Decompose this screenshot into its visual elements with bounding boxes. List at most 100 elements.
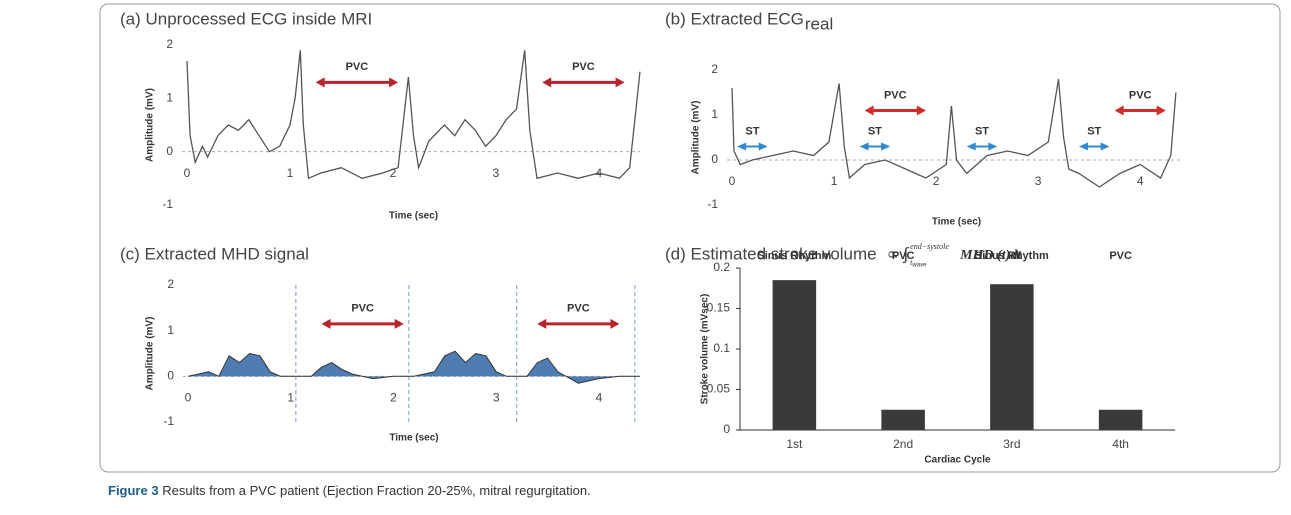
x-tick-label: 2 [390, 166, 397, 180]
y-tick-label: 0.15 [707, 301, 731, 315]
arrow-head [988, 142, 998, 151]
arrow-head [1078, 142, 1088, 151]
y-tick-label: 2 [711, 62, 718, 76]
panel-title: (b) Extracted ECG [665, 9, 804, 28]
x-tick-label: 3rd [1003, 437, 1020, 451]
x-tick-label: 3 [493, 391, 500, 405]
x-tick-label: 3 [493, 166, 500, 180]
x-axis-label: Cardiac Cycle [924, 455, 991, 466]
annotation-label: ST [1087, 125, 1101, 137]
bar [1098, 409, 1143, 430]
annotation-label: ST [868, 125, 882, 137]
formula-lower-sub: wave [912, 263, 927, 269]
x-tick-label: 1st [786, 437, 803, 451]
y-axis-label: Amplitude (mV) [145, 88, 156, 162]
y-tick-label: 2 [166, 37, 173, 51]
arrow-head [1156, 105, 1166, 116]
x-tick-label: 4 [596, 391, 603, 405]
x-tick-label: 1 [831, 174, 838, 188]
arrow-head [315, 77, 325, 88]
x-tick-label: 4th [1112, 437, 1129, 451]
annotation-label: PVC [1129, 89, 1152, 101]
y-tick-label: 1 [167, 323, 174, 337]
annotation-label: PVC [346, 61, 369, 73]
y-tick-label: 0 [167, 369, 174, 383]
line [186, 50, 641, 180]
area [188, 351, 640, 384]
annotation-label: ST [975, 125, 989, 137]
x-tick-label: 0 [729, 174, 736, 188]
y-axis-label: Amplitude (mV) [145, 317, 156, 391]
bar-label: Sinus Rhythm [757, 250, 831, 262]
panel-title: (d) Estimated stroke volume [665, 244, 877, 263]
annotation-label: PVC [567, 303, 590, 315]
x-tick-label: 2 [390, 391, 397, 405]
annotation-label: PVC [572, 61, 595, 73]
bar [881, 409, 925, 430]
x-axis-label: Time (sec) [932, 217, 981, 228]
arrow-head [537, 318, 547, 329]
bar-label: PVC [1109, 250, 1132, 262]
figure-border [99, 3, 1281, 473]
x-axis-label: Time (sec) [389, 433, 438, 444]
bar-label: PVC [892, 250, 915, 262]
formula-upper: end−systole [910, 242, 949, 251]
y-tick-label: 0 [723, 422, 730, 436]
y-tick-label: 0 [166, 144, 173, 158]
y-tick-label: 1 [711, 107, 718, 121]
annotation-label: PVC [351, 303, 374, 315]
x-tick-label: 1 [287, 391, 294, 405]
x-tick-label: 1 [287, 166, 294, 180]
y-tick-label: 0.1 [713, 341, 730, 355]
y-tick-label: -1 [162, 197, 173, 211]
x-tick-label: 0 [184, 166, 191, 180]
line [731, 78, 1177, 188]
y-tick-label: 2 [167, 277, 174, 291]
arrow-head [1100, 142, 1110, 151]
arrow-head [966, 142, 976, 151]
bar [990, 284, 1034, 430]
panel-title: (a) Unprocessed ECG inside MRI [120, 9, 372, 28]
arrow-head [610, 318, 620, 329]
arrow-head [916, 105, 926, 116]
y-tick-label: 0.2 [713, 260, 730, 274]
y-tick-label: 1 [166, 91, 173, 105]
panel-title-subscript: real [805, 14, 833, 33]
panel-title: (c) Extracted MHD signal [120, 244, 309, 263]
arrow-head [859, 142, 869, 151]
annotation-label: PVC [884, 89, 907, 101]
arrow-head [394, 318, 404, 329]
line [187, 350, 640, 384]
arrow-head [615, 77, 625, 88]
y-tick-label: -1 [707, 197, 718, 211]
arrow-head [389, 77, 399, 88]
arrow-head [1114, 105, 1124, 116]
x-tick-label: 2 [933, 174, 940, 188]
annotation-label: ST [745, 125, 759, 137]
caption: Figure 3 Results from a PVC patient (Eje… [108, 483, 591, 498]
y-tick-label: -1 [163, 414, 174, 428]
y-tick-label: 0 [711, 152, 718, 166]
arrow-head [881, 142, 891, 151]
arrow-head [758, 142, 768, 151]
x-tick-label: 0 [185, 391, 192, 405]
x-tick-label: 3 [1035, 174, 1042, 188]
arrow-head [542, 77, 552, 88]
formula-integrand: MHD (t)dt [959, 248, 1022, 263]
caption-label: Figure 3 [108, 483, 159, 498]
arrow-head [864, 105, 874, 116]
x-tick-label: 2nd [893, 437, 913, 451]
caption-text: Results from a PVC patient (Ejection Fra… [162, 483, 590, 498]
y-axis-label: Amplitude (mV) [691, 101, 702, 175]
x-axis-label: Time (sec) [389, 211, 438, 222]
y-axis-label: Stroke volume (mVsec) [700, 294, 711, 405]
y-tick-label: 0.05 [707, 382, 731, 396]
arrow-head [321, 318, 331, 329]
formula-symbol: ∝ ∫ [887, 244, 910, 263]
arrow-head [737, 142, 747, 151]
bar-label: Sinus Rhythm [975, 250, 1049, 262]
bar [772, 280, 817, 430]
x-tick-label: 4 [1137, 174, 1144, 188]
formula-lower: t [910, 258, 913, 267]
